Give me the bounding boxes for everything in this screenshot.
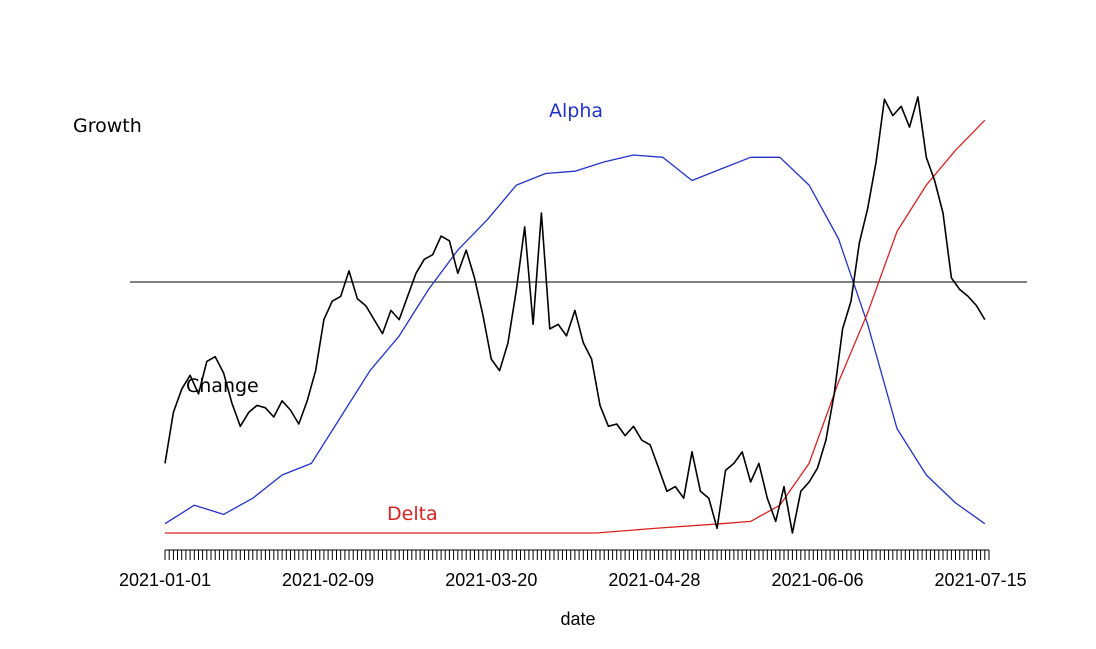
growth-label: Growth [73,115,142,137]
x-axis: 2021-01-01 2021-02-09 2021-03-20 2021-04-28… [119,549,1027,590]
x-tick-label: 2021-06-06 [771,570,863,590]
x-axis-title: date [560,609,595,629]
change-series-line [164,96,986,534]
x-tick-label: 2021-07-15 [935,570,1027,590]
delta-series-label: Delta [387,503,438,525]
x-tick-label: 2021-01-01 [119,570,211,590]
alpha-series-line [164,154,986,525]
series-layer [164,96,986,534]
x-tick-label: 2021-02-09 [282,570,374,590]
x-tick-label: 2021-03-20 [445,570,537,590]
alpha-series-label: Alpha [549,100,603,122]
x-tick-label: 2021-04-28 [608,570,700,590]
delta-series-line [165,119,986,534]
change-series-label: Change [186,375,259,397]
